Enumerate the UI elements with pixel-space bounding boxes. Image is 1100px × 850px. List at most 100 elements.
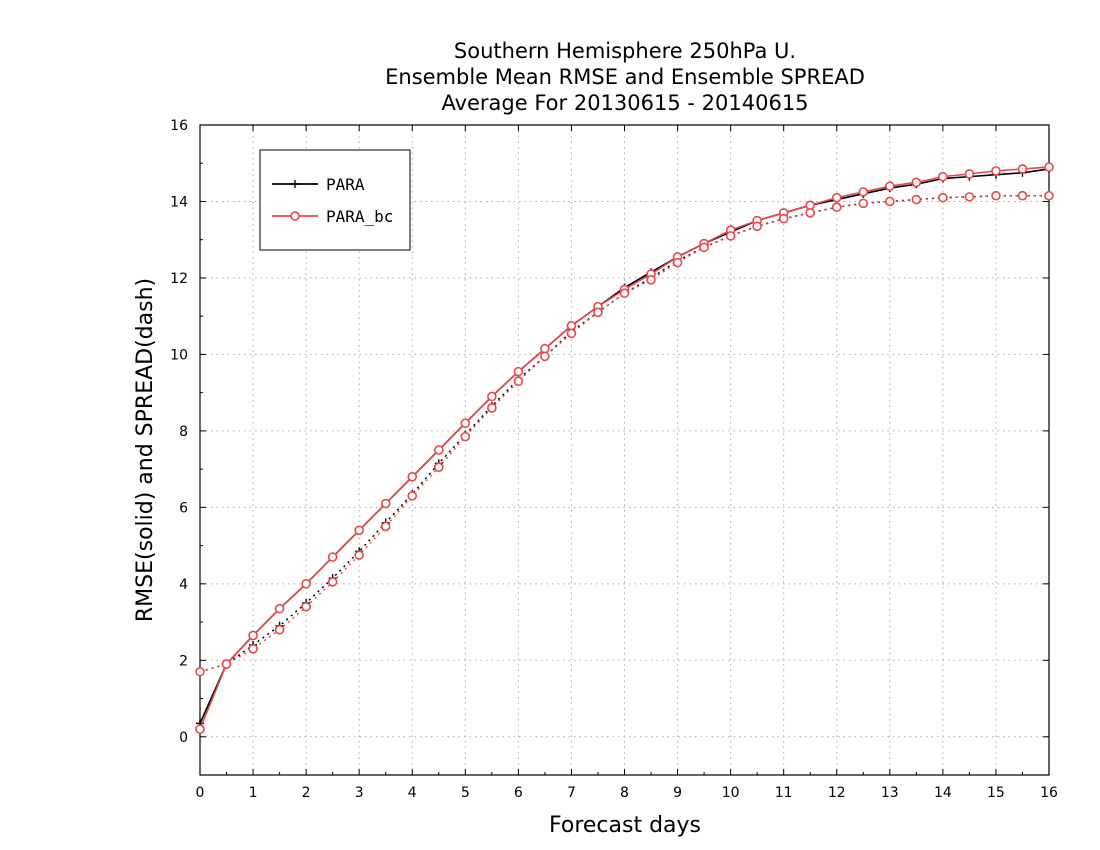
spread-point bbox=[699, 242, 709, 253]
chart-title-line-3: Average For 20130615 - 20140615 bbox=[441, 91, 808, 115]
rmse-point bbox=[301, 579, 311, 589]
spread-point bbox=[672, 257, 683, 268]
legend-label-para: PARA bbox=[326, 175, 365, 194]
y-tick-label: 16 bbox=[170, 118, 188, 134]
spread-point bbox=[380, 521, 391, 532]
legend-marker-para-bc bbox=[290, 211, 300, 221]
x-tick-label: 6 bbox=[514, 785, 523, 801]
y-tick-label: 2 bbox=[179, 653, 188, 669]
spread-point bbox=[964, 192, 975, 202]
x-tick-label: 16 bbox=[1040, 785, 1058, 801]
rmse-point bbox=[327, 552, 338, 562]
x-tick-label: 14 bbox=[934, 785, 952, 801]
y-tick-label: 0 bbox=[179, 730, 188, 746]
y-axis-title: RMSE(solid) and SPREAD(dash) bbox=[133, 278, 158, 622]
legend-marker-symbol bbox=[290, 211, 300, 221]
rmse-point bbox=[433, 445, 444, 455]
spread-point bbox=[195, 666, 205, 677]
y-axis: 0 2 4 6 8 10 12 14 16 bbox=[170, 118, 1049, 776]
spread-point bbox=[433, 462, 444, 473]
spread-point bbox=[513, 376, 524, 386]
spread-point bbox=[1017, 190, 1028, 201]
spread-point bbox=[858, 198, 869, 209]
y-tick-label: 4 bbox=[179, 577, 188, 593]
spread-point bbox=[566, 328, 577, 339]
x-tick-label: 12 bbox=[828, 785, 846, 801]
chart-title: Southern Hemisphere 250hPa U. Ensemble M… bbox=[385, 39, 865, 115]
series-layer bbox=[195, 162, 1054, 734]
rmse-point bbox=[1044, 162, 1054, 172]
spread-point bbox=[301, 601, 311, 612]
y-tick-label: 6 bbox=[179, 500, 188, 516]
legend-marker-para bbox=[291, 180, 299, 188]
spread-point bbox=[752, 221, 762, 232]
spread-point bbox=[831, 202, 842, 213]
x-tick-label: 1 bbox=[249, 785, 258, 801]
spread-point bbox=[778, 213, 789, 224]
y-tick-label: 12 bbox=[170, 271, 188, 287]
spread-line bbox=[199, 194, 1049, 673]
x-tick-label: 3 bbox=[355, 785, 364, 801]
x-axis: 0 1 2 3 4 5 6 7 8 9 10 11 12 13 14 15 16 bbox=[196, 125, 1058, 801]
x-tick-label: 11 bbox=[775, 785, 793, 801]
rmse-point bbox=[274, 603, 285, 614]
rmse-point bbox=[487, 391, 497, 402]
legend-marker-symbol bbox=[291, 180, 299, 188]
rmse-point bbox=[938, 171, 948, 182]
x-tick-label: 4 bbox=[408, 785, 417, 801]
x-tick-label: 7 bbox=[567, 785, 576, 801]
spread-point bbox=[248, 644, 258, 654]
rmse-point bbox=[407, 471, 418, 482]
legend: PARA PARA_bc bbox=[259, 149, 411, 251]
spread-point bbox=[646, 275, 656, 285]
rmse-point bbox=[248, 630, 258, 641]
rmse-point bbox=[566, 320, 577, 331]
rmse-point bbox=[195, 724, 205, 734]
rmse-point bbox=[964, 169, 975, 179]
spread-point bbox=[487, 403, 497, 413]
spread-point bbox=[619, 288, 630, 299]
x-tick-label: 10 bbox=[722, 785, 740, 801]
rmse-point bbox=[831, 192, 842, 203]
series-para-bc bbox=[195, 162, 1054, 734]
grid-lines bbox=[200, 125, 1049, 775]
x-tick-label: 9 bbox=[673, 785, 682, 801]
rmse-point bbox=[911, 177, 922, 188]
legend-box bbox=[259, 149, 411, 251]
rmse-point bbox=[805, 200, 816, 211]
chart-title-line-2: Ensemble Mean RMSE and Ensemble SPREAD bbox=[385, 65, 865, 89]
rmse-point bbox=[540, 343, 550, 354]
spread-point bbox=[460, 431, 471, 442]
spread-point bbox=[725, 231, 736, 241]
x-tick-label: 0 bbox=[196, 785, 205, 801]
spread-point bbox=[327, 577, 338, 587]
y-tick-label: 8 bbox=[179, 424, 188, 440]
rmse-point bbox=[1017, 164, 1028, 174]
legend-label-para-bc: PARA_bc bbox=[326, 207, 393, 226]
rmse-point bbox=[354, 525, 364, 536]
x-axis-title: Forecast days bbox=[549, 813, 701, 838]
rmse-line bbox=[199, 166, 1050, 730]
spread-point bbox=[221, 659, 232, 669]
rmse-point bbox=[858, 187, 869, 197]
x-tick-label: 13 bbox=[881, 785, 899, 801]
spread-point bbox=[938, 192, 948, 203]
spread-point bbox=[885, 196, 895, 207]
rmse-point bbox=[991, 166, 1001, 176]
x-tick-label: 15 bbox=[987, 785, 1005, 801]
spread-point bbox=[911, 194, 922, 205]
spread-point bbox=[354, 550, 364, 560]
spread-point bbox=[1044, 190, 1054, 201]
chart-title-line-1: Southern Hemisphere 250hPa U. bbox=[454, 39, 796, 63]
rmse-point bbox=[513, 366, 524, 377]
spread-point bbox=[991, 190, 1001, 201]
spread-point bbox=[805, 208, 816, 218]
rmse-point bbox=[380, 498, 391, 509]
x-tick-label: 5 bbox=[461, 785, 470, 801]
x-tick-label: 8 bbox=[620, 785, 629, 801]
rmse-point bbox=[460, 418, 471, 429]
spread-point bbox=[407, 491, 418, 501]
spread-point bbox=[274, 624, 285, 635]
y-tick-label: 14 bbox=[170, 194, 188, 210]
